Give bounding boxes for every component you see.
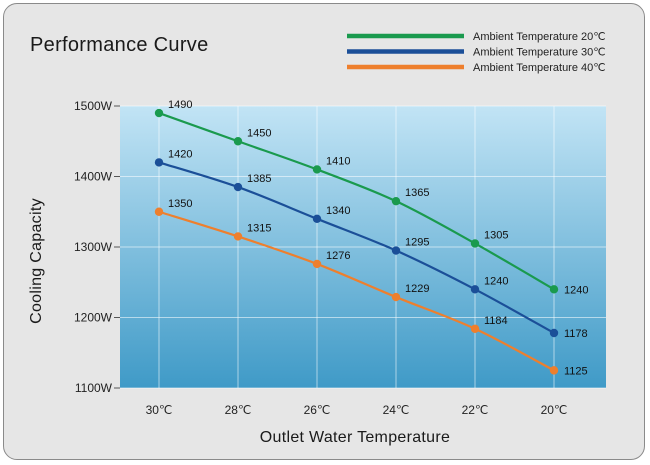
x-tick-label: 28℃ <box>225 403 252 417</box>
data-label: 1365 <box>405 187 429 199</box>
data-point <box>391 196 401 206</box>
data-label: 1350 <box>168 198 192 210</box>
x-tick-label: 30℃ <box>146 403 173 417</box>
data-label: 1240 <box>564 284 588 296</box>
data-label: 1229 <box>405 283 429 295</box>
data-label: 1184 <box>484 315 508 327</box>
data-label: 1450 <box>247 127 271 139</box>
data-point <box>470 239 480 248</box>
chart-card: Performance Curve Ambient Temperature 20… <box>3 3 645 460</box>
data-point <box>233 182 243 192</box>
data-point <box>549 285 559 294</box>
data-point <box>154 207 164 216</box>
y-tick-label: 1500W <box>74 99 113 113</box>
performance-chart: Performance Curve Ambient Temperature 20… <box>28 31 606 446</box>
x-tick-label: 20℃ <box>541 403 568 417</box>
data-point <box>154 108 164 118</box>
y-axis-label: Cooling Capacity <box>28 198 45 324</box>
y-axis-ticks: 1100W 1200W 1300W 1400W 1500W <box>74 99 120 395</box>
legend-label: Ambient Temperature 30℃ <box>473 47 606 59</box>
data-point <box>312 214 322 223</box>
series-line <box>158 210 555 372</box>
data-label: 1125 <box>564 365 588 377</box>
data-point <box>312 259 322 269</box>
data-point <box>391 292 401 302</box>
data-point <box>549 366 559 375</box>
y-tick-label: 1300W <box>74 240 113 254</box>
chart-legend: Ambient Temperature 20℃ Ambient Temperatu… <box>347 31 606 74</box>
data-label: 1295 <box>405 237 429 249</box>
series-layer: 1490 1450 1410 1365 1305 1240 1420 1385 1340 1295… <box>154 99 588 377</box>
data-point <box>391 246 401 255</box>
data-point <box>470 285 480 294</box>
data-point <box>233 232 243 241</box>
y-tick-label: 1100W <box>75 381 113 395</box>
data-point <box>312 165 322 174</box>
data-label: 1305 <box>484 229 508 241</box>
data-label: 1410 <box>326 155 350 167</box>
data-point <box>233 137 243 146</box>
data-point <box>470 324 480 333</box>
data-point <box>549 328 559 338</box>
legend-label: Ambient Temperature 40℃ <box>473 62 606 74</box>
x-tick-label: 24℃ <box>383 403 410 417</box>
x-tick-label: 26℃ <box>304 403 331 417</box>
x-tick-label: 22℃ <box>462 403 489 417</box>
x-axis-label: Outlet Water Temperature <box>260 429 450 446</box>
x-axis-ticks: 30℃ 28℃ 26℃ 24℃ 22℃ 20℃ <box>146 403 568 417</box>
data-label: 1315 <box>247 222 271 234</box>
data-label: 1276 <box>326 250 350 262</box>
series-line <box>158 112 555 291</box>
series-line <box>158 161 555 334</box>
chart-title: Performance Curve <box>30 34 209 56</box>
data-label: 1178 <box>564 328 588 340</box>
y-tick-label: 1400W <box>74 170 113 184</box>
data-label: 1385 <box>247 173 271 185</box>
data-label: 1340 <box>326 205 350 217</box>
data-label: 1490 <box>168 99 192 111</box>
data-label: 1240 <box>484 275 508 287</box>
y-tick-label: 1200W <box>74 311 113 325</box>
legend-label: Ambient Temperature 20℃ <box>473 31 606 43</box>
data-point <box>154 158 164 167</box>
data-label: 1420 <box>168 148 192 160</box>
